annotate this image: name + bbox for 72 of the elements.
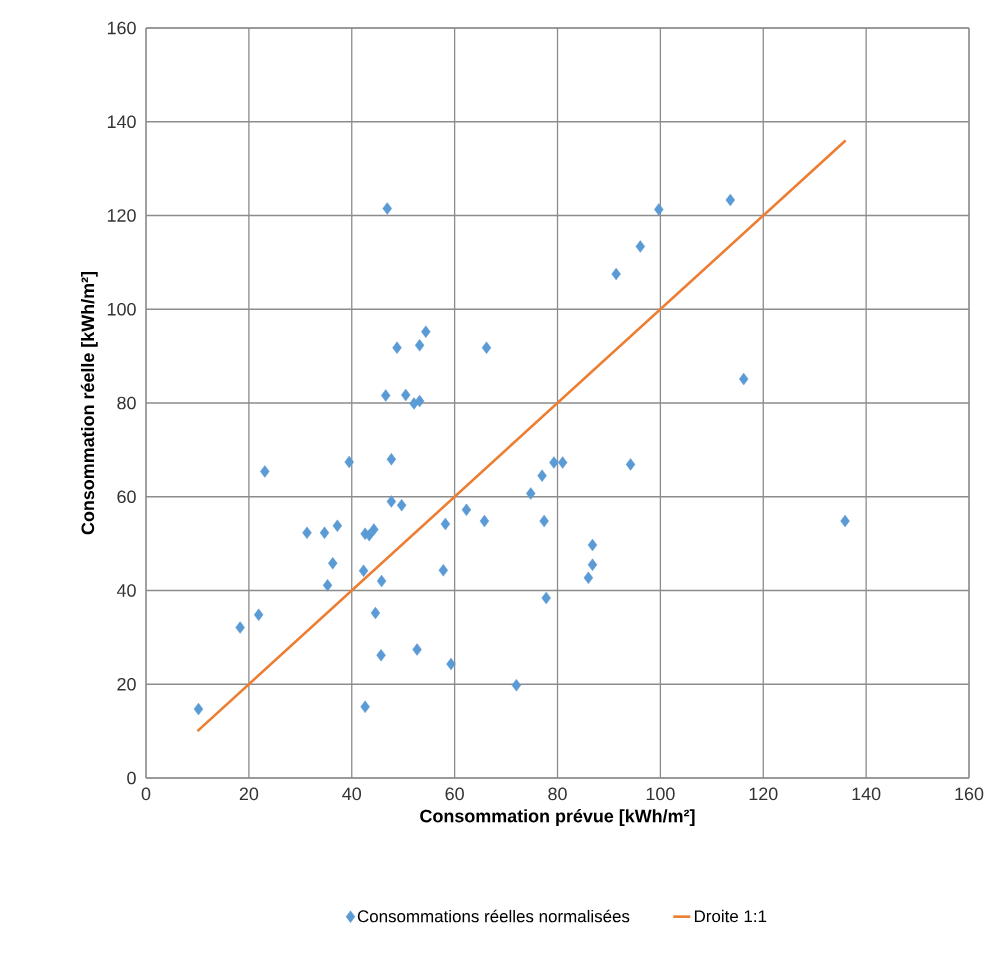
point xyxy=(360,700,370,713)
x-tick-label: 80 xyxy=(548,787,567,801)
y-tick-label: 140 xyxy=(107,115,136,129)
point xyxy=(840,514,850,528)
point xyxy=(526,487,536,500)
point xyxy=(479,514,490,528)
y-tick-label: 120 xyxy=(107,209,136,222)
point xyxy=(511,678,522,692)
y-tick-label: 100 xyxy=(107,302,136,316)
point xyxy=(635,240,646,253)
legend-label: Consommations réelles normalisées xyxy=(357,909,630,923)
point xyxy=(587,538,598,552)
point xyxy=(414,339,425,352)
point xyxy=(557,456,568,469)
x-tick-label: 100 xyxy=(646,787,675,801)
x-axis-title: Consommation prévue [kWh/m²] xyxy=(420,809,695,826)
point xyxy=(438,564,449,577)
y-tick-label: 20 xyxy=(117,677,136,691)
point xyxy=(412,643,422,656)
x-tick-label: 60 xyxy=(445,787,464,801)
point xyxy=(369,523,379,536)
point xyxy=(376,574,387,588)
point xyxy=(396,498,407,512)
point xyxy=(421,325,431,338)
point xyxy=(549,456,559,469)
y-tick-label: 0 xyxy=(127,771,136,785)
point xyxy=(328,557,338,570)
point xyxy=(414,394,425,408)
point xyxy=(302,526,312,540)
point xyxy=(654,203,664,216)
point xyxy=(461,503,472,517)
point xyxy=(386,495,397,508)
point xyxy=(235,621,245,634)
y-tick-label: 60 xyxy=(117,490,136,504)
point xyxy=(382,202,392,215)
point xyxy=(739,372,749,386)
point xyxy=(401,388,411,402)
point xyxy=(322,579,333,592)
point xyxy=(253,608,264,622)
point xyxy=(583,571,594,585)
y-axis-title: Consommation réelle [kWh/m²] xyxy=(80,271,98,535)
point xyxy=(386,453,397,466)
point xyxy=(370,606,381,620)
point xyxy=(446,657,456,671)
x-tick-label: 20 xyxy=(239,787,259,801)
point xyxy=(319,526,330,540)
point xyxy=(332,519,343,533)
point xyxy=(725,193,736,207)
point xyxy=(392,341,402,354)
x-tick-label: 140 xyxy=(852,787,881,801)
point xyxy=(537,469,547,482)
legend-label: Droite 1:1 xyxy=(694,909,767,923)
point xyxy=(376,648,386,662)
point xyxy=(260,465,270,478)
point xyxy=(611,267,621,281)
y-tick-label: 160 xyxy=(107,21,136,35)
point xyxy=(481,341,492,354)
point xyxy=(625,458,636,471)
point xyxy=(541,591,551,605)
x-tick-label: 160 xyxy=(955,787,984,801)
y-tick-label: 40 xyxy=(116,584,136,597)
x-tick-label: 0 xyxy=(141,787,151,801)
y-tick-label: 80 xyxy=(117,396,136,410)
point xyxy=(440,517,451,531)
point xyxy=(344,455,354,469)
point xyxy=(539,514,549,528)
x-tick-label: 120 xyxy=(749,787,778,801)
point xyxy=(358,564,369,578)
point xyxy=(381,389,391,402)
point xyxy=(587,558,598,571)
x-tick-label: 40 xyxy=(342,787,362,801)
point xyxy=(193,702,204,716)
